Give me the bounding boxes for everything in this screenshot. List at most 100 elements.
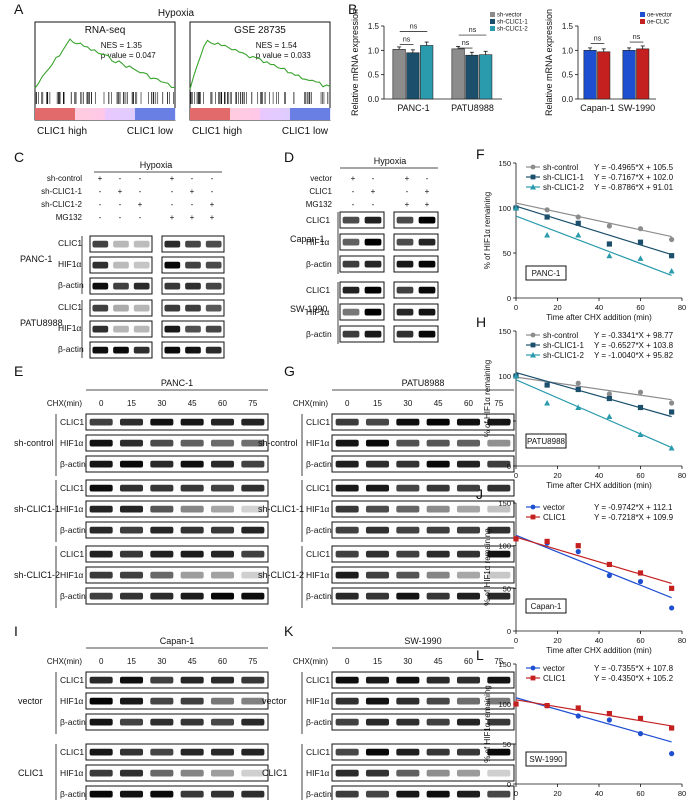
data-point — [606, 572, 612, 579]
blot-band — [89, 484, 113, 492]
y-tick-label: 100 — [498, 700, 511, 709]
x-tick-label: 80 — [678, 303, 686, 312]
blot-strip — [161, 341, 225, 359]
blot-band — [210, 526, 235, 534]
treatment-sign: + — [210, 213, 215, 222]
treatment-sign: - — [211, 187, 214, 196]
blot-band — [241, 718, 265, 726]
blot-band — [210, 592, 235, 600]
rank-gradient — [80, 108, 86, 120]
treatment-sign: - — [372, 200, 375, 209]
blot-band — [418, 238, 436, 246]
protein-label: CLIC1 — [306, 675, 330, 685]
blot-band — [241, 460, 265, 468]
blot-band — [418, 260, 436, 268]
legend-swatch — [640, 12, 645, 17]
panel-letter: B — [348, 1, 357, 17]
legend-marker — [530, 332, 536, 338]
treatment-sign: - — [139, 213, 142, 222]
time-label: 45 — [434, 657, 443, 666]
gsea-pval: p value = 0.047 — [101, 51, 156, 60]
blot-strip — [339, 233, 385, 251]
blot-band — [210, 484, 235, 492]
blot-band — [426, 676, 450, 684]
fit-equation: Y = -0.7355*X + 107.8 — [594, 664, 674, 673]
time-label: 60 — [218, 399, 227, 408]
blot-band — [241, 748, 265, 756]
panel-a-title: Hypoxia — [158, 8, 195, 19]
x-tick-label: 0 — [514, 471, 518, 480]
treatment-sign: + — [170, 213, 175, 222]
protein-label: β-actin — [60, 591, 86, 601]
x-tick-label: 80 — [678, 471, 686, 480]
treatment-sign: + — [138, 200, 143, 209]
fit-line — [515, 536, 672, 584]
bar-chart: 0.0 0.5 1.0 1.5 Relative mRNA expression Capa… — [544, 9, 672, 116]
blot-strip-frame — [331, 500, 515, 518]
blot-strip — [161, 235, 225, 253]
y-tick-label: 150 — [498, 327, 511, 336]
y-axis-label: % of HIF1α remaining — [483, 360, 492, 438]
blot-band — [426, 460, 450, 468]
blot-band — [164, 240, 181, 248]
blot-band — [456, 769, 481, 777]
blot-band — [133, 325, 150, 333]
treatment-sign: - — [139, 174, 142, 183]
blot-strip — [331, 455, 515, 473]
blot-band — [150, 526, 174, 534]
gsea-label-high: CLIC1 high — [37, 126, 87, 137]
time-label: 75 — [494, 399, 503, 408]
blot-band — [487, 484, 511, 492]
blot-strip — [331, 479, 515, 497]
group-label: vector — [18, 696, 43, 706]
blot-band — [180, 550, 204, 558]
y-tick-label: 1.5 — [562, 22, 574, 31]
blot-band — [119, 676, 144, 684]
ns-label: ns — [633, 34, 641, 41]
data-point — [575, 220, 581, 226]
time-label: 0 — [345, 657, 350, 666]
legend-label: sh-vector — [497, 13, 522, 19]
y-tick-label: 50 — [503, 584, 511, 593]
legend-marker — [530, 514, 536, 520]
blot-band — [133, 261, 150, 269]
panel-letter: F — [476, 146, 485, 162]
protein-label: β-actin — [306, 525, 332, 535]
blot-band — [241, 439, 265, 447]
blot-strip — [331, 671, 515, 689]
legend-label: sh-CLIC1-2 — [497, 27, 528, 33]
blot-band — [119, 748, 144, 756]
blot-band — [150, 676, 174, 684]
time-label: 15 — [373, 657, 382, 666]
gsea-pval: p value = 0.033 — [256, 51, 311, 60]
bar — [392, 49, 406, 100]
data-point — [575, 232, 582, 238]
blot-strip-frame — [85, 692, 269, 710]
blot-strip — [85, 764, 269, 782]
blot-band — [241, 676, 265, 684]
rank-gradient — [90, 108, 96, 120]
data-point — [513, 536, 519, 542]
blot-band — [487, 769, 511, 777]
blot-strip-frame — [85, 785, 269, 800]
blot-band — [119, 526, 144, 534]
legend-label: CLIC1 — [543, 674, 566, 683]
data-point — [544, 232, 551, 238]
cell-line-box — [525, 265, 567, 281]
blot-band — [365, 592, 390, 600]
y-tick-label: 0 — [507, 627, 511, 636]
y-tick-label: 0 — [507, 294, 511, 303]
data-point — [606, 717, 612, 723]
rank-gradient — [275, 108, 281, 120]
x-tick-label: 20 — [553, 636, 561, 645]
degradation-plot: J 0 50 100 150 0 20 40 60 80 Time after CHX additi… — [476, 486, 686, 655]
protein-label: HIF1α — [306, 237, 329, 247]
group-label: CLIC1 — [262, 768, 288, 778]
treatment-sign: + — [210, 200, 215, 209]
data-point — [544, 207, 550, 213]
blot-strip — [89, 341, 153, 359]
cell-line-box — [525, 598, 567, 614]
panel-letter: J — [476, 486, 483, 502]
blot-band — [456, 526, 481, 534]
cell-line-box — [525, 433, 567, 449]
